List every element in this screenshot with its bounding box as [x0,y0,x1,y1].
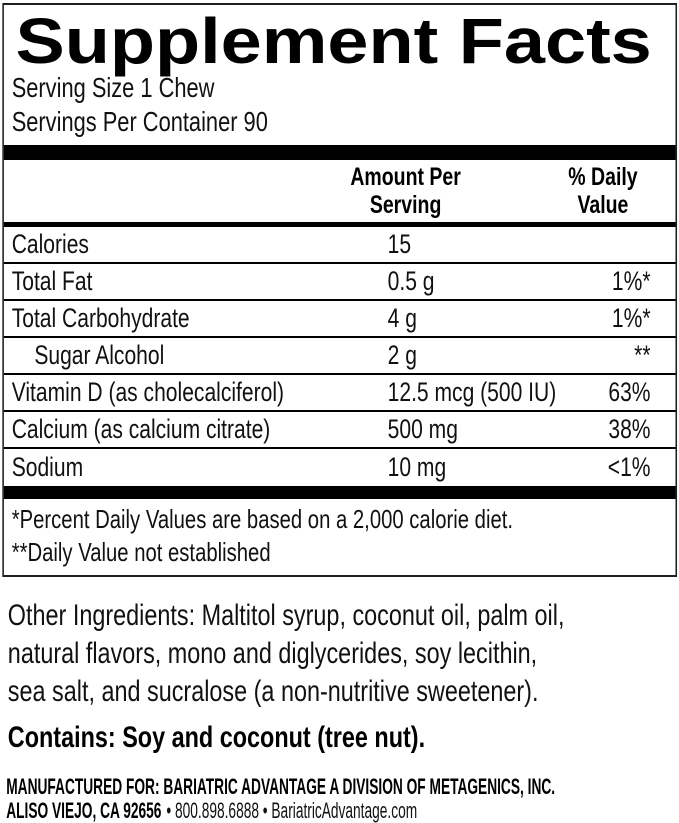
manufacturer-line-2: ALISO VIEJO, CA 92656 • 800.898.6888 • Ba… [6,799,679,823]
footnote-daily-values: *Percent Daily Values are based on a 2,0… [11,504,513,534]
amount-header-line-2: Serving [369,191,442,219]
amount-cell: 0.5 g [387,266,435,296]
daily-value-cell: 1%* [611,266,651,296]
nutrient-name: Total Fat [11,266,93,296]
serving-size-line: Serving Size 1 Chew [11,72,215,103]
amount-cell: 2 g [387,340,417,370]
amount-per-serving-header: Amount Per Serving [324,163,488,219]
nutrient-name: Sodium [11,452,84,482]
dv-header-line-1: % Daily [568,163,638,191]
nutrient-name: Calcium (as calcium citrate) [11,414,271,444]
panel-title: Supplement Facts [15,5,652,77]
daily-value-cell: <1% [607,452,651,482]
amount-header-line-1: Amount Per [350,163,461,191]
nutrient-row-calories: Calories 15 [3,227,676,264]
column-header-row: Amount Per Serving % Daily Value [4,160,676,222]
nutrient-row-vitamin-d: Vitamin D (as cholecalciferol) 12.5 mcg … [3,375,676,412]
nutrient-row-calcium: Calcium (as calcium citrate) 500 mg 38% [3,412,676,449]
nutrient-row-sodium: Sodium 10 mg <1% [4,449,676,486]
thick-rule-top [3,145,676,160]
amount-cell: 10 mg [387,452,447,482]
daily-value-cell: ** [634,340,651,370]
nutrient-row-total-carbohydrate: Total Carbohydrate 4 g 1%* [3,301,676,338]
daily-value-cell: 63% [608,377,651,407]
other-ingredients-line-3: sea salt, and sucralose (a non-nutritive… [7,675,539,708]
percent-daily-value-header: % Daily Value [552,163,653,219]
daily-value-cell: 1%* [611,303,651,333]
manufacturer-contact: • 800.898.6888 • BariatricAdvantage.com [166,798,418,823]
other-ingredients-line-2: natural flavors, mono and diglycerides, … [7,637,538,670]
nutrient-name: Total Carbohydrate [11,303,190,333]
nutrient-row-sugar-alcohol: Sugar Alcohol 2 g ** [3,338,676,375]
other-ingredients-line-1: Other Ingredients: Maltitol syrup, cocon… [7,599,565,632]
contains-statement: Contains: Soy and coconut (tree nut). [7,721,426,754]
nutrient-table: Calories 15 Total Fat 0.5 g 1%* Total Ca… [3,227,676,486]
nutrient-name: Vitamin D (as cholecalciferol) [11,377,285,407]
nutrient-name: Calories [11,229,89,259]
other-ingredients-paragraph: Other Ingredients: Maltitol syrup, cocon… [0,597,679,711]
footnote-not-established: **Daily Value not established [11,537,271,567]
nutrient-name: Sugar Alcohol [34,340,165,370]
amount-cell: 4 g [387,303,417,333]
nutrient-row-total-fat: Total Fat 0.5 g 1%* [3,264,676,301]
label-content: Supplement Facts Serving Size 1 Chew Ser… [0,3,679,823]
servings-per-container-line: Servings Per Container 90 [11,106,268,137]
amount-cell: 15 [387,229,412,259]
amount-cell: 12.5 mcg (500 IU) [387,377,557,407]
thick-rule-bottom [3,486,676,499]
amount-cell: 500 mg [387,414,458,444]
dv-header-line-2: Value [577,191,629,219]
daily-value-cell: 38% [608,414,651,444]
manufacturer-info: MANUFACTURED FOR: BARIATRIC ADVANTAGE A … [0,775,679,823]
header-separator-rule [3,222,676,227]
supplement-facts-panel: Supplement Facts Serving Size 1 Chew Ser… [2,3,678,577]
manufacturer-line-1: MANUFACTURED FOR: BARIATRIC ADVANTAGE A … [6,774,556,799]
manufacturer-address: ALISO VIEJO, CA 92656 [6,798,162,823]
footnotes: *Percent Daily Values are based on a 2,0… [4,503,676,569]
